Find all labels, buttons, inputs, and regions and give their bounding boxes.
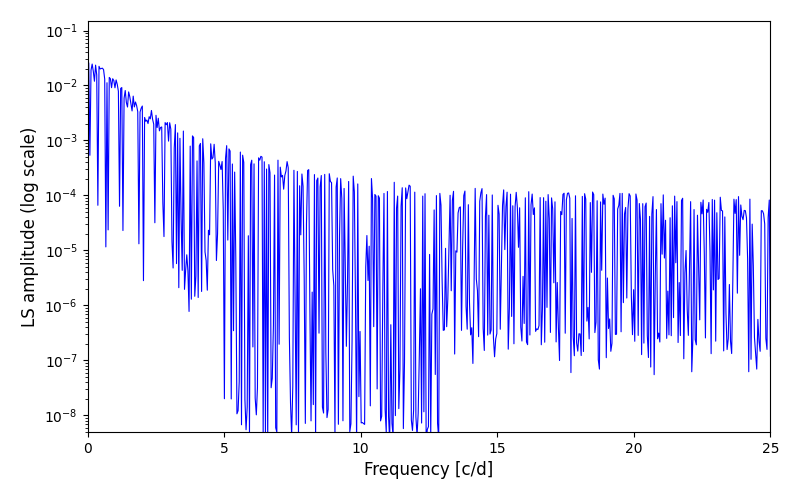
X-axis label: Frequency [c/d]: Frequency [c/d] (364, 461, 494, 479)
Y-axis label: LS amplitude (log scale): LS amplitude (log scale) (21, 126, 39, 326)
